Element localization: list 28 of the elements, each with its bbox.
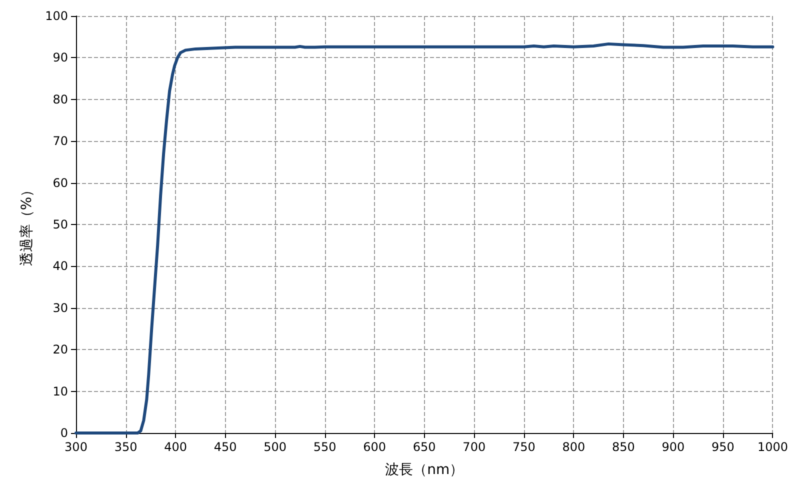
x-tick-label: 800 bbox=[562, 440, 586, 454]
y-tick-label: 60 bbox=[52, 176, 68, 190]
x-tick-label: 300 bbox=[64, 440, 88, 454]
y-tick-label: 0 bbox=[60, 426, 68, 440]
y-tick-label: 10 bbox=[52, 384, 68, 398]
x-tick-label: 550 bbox=[313, 440, 336, 454]
y-axis-title: 透過率（%） bbox=[19, 182, 36, 266]
x-tick-label: 700 bbox=[462, 440, 486, 454]
x-tick-label: 900 bbox=[662, 440, 685, 454]
x-tick-label: 450 bbox=[214, 440, 237, 454]
x-tick-label: 350 bbox=[114, 440, 138, 454]
y-tick-label: 30 bbox=[52, 300, 68, 315]
y-tick-label: 40 bbox=[52, 259, 68, 274]
x-tick-label: 750 bbox=[512, 440, 536, 454]
x-tick-label: 650 bbox=[412, 440, 436, 454]
x-tick-label: 850 bbox=[612, 440, 635, 454]
x-tick-label: 400 bbox=[164, 440, 187, 454]
x-tick-label: 600 bbox=[363, 440, 386, 454]
y-tick-label: 70 bbox=[52, 134, 68, 148]
x-tick-label: 500 bbox=[264, 440, 287, 454]
x-tick-label: 950 bbox=[712, 440, 734, 454]
x-tick-label: 1000 bbox=[757, 440, 788, 454]
y-tick-label: 50 bbox=[52, 218, 68, 232]
y-tick-label: 20 bbox=[52, 342, 68, 357]
y-tick-label: 80 bbox=[52, 92, 68, 106]
y-tick-label: 100 bbox=[45, 9, 68, 23]
y-tick-label: 90 bbox=[52, 50, 68, 65]
x-axis-title: 波長（nm） bbox=[385, 462, 464, 478]
